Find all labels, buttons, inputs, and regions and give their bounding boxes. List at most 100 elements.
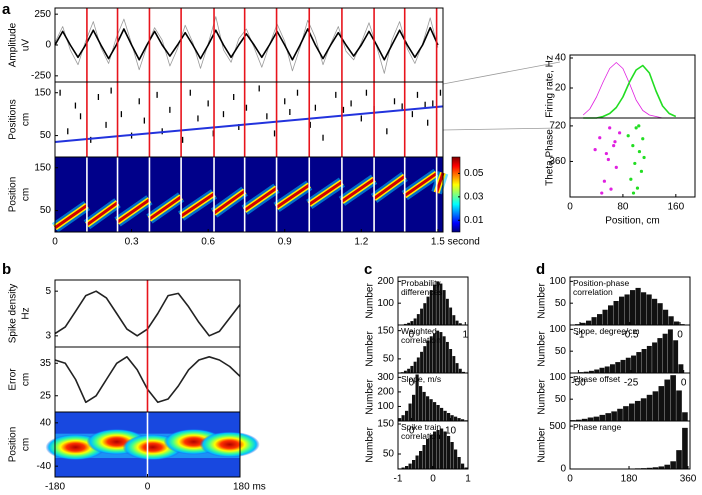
histogram-bar [462,371,466,373]
y-axis-label: cm [21,188,32,201]
histogram-bar [420,308,424,325]
colorbar [451,156,461,233]
histogram-bar [413,361,417,373]
histogram-bar [457,457,461,469]
histogram-bar [422,445,426,469]
heat-band [435,172,445,194]
histogram-bar [619,296,625,325]
x-tick-label: 0.3 [125,237,139,248]
histogram-bar [415,374,419,421]
x-tick-label: 1.2 [354,237,368,248]
histogram-bar [599,414,606,421]
histogram-bar [443,410,447,421]
point [612,144,616,148]
histogram-title: Position-phase correlation [573,278,630,297]
histogram-bar [657,303,663,325]
x-tick-label: -50 [571,378,586,389]
y-axis-label: Number [365,427,376,463]
colorbar-tick-label: 0.03 [464,191,484,202]
y-tick-label: 5 [45,286,51,297]
series-line [583,64,677,119]
histogram-bar [583,371,589,373]
connector [442,61,561,85]
point [634,126,638,130]
histogram-bar [433,333,436,373]
x-tick-label: 0 [681,378,687,389]
y-tick-label: 200 [377,387,394,398]
histogram-bar [445,298,449,325]
point [637,124,641,128]
histogram-bar [426,296,430,325]
x-tick-label: 0.6 [201,237,215,248]
x-tick-label: 1.5 second [431,237,480,248]
y-tick-label: 150 [377,419,394,430]
decoded-line [54,105,444,143]
histogram-bar [449,307,453,325]
y-tick-label: 150 [34,162,51,173]
histogram-bar [422,391,426,421]
x-tick-label: 1 [465,474,471,485]
y-tick-label: 50 [555,298,567,309]
y-axis-label: Position [8,177,19,213]
y-axis-label: Number [365,379,376,415]
histogram-bar [449,349,453,373]
histogram-bar [588,370,594,373]
point [604,151,608,156]
histogram-bar [652,391,659,421]
panel-label: b [2,261,11,278]
histogram-bar [625,357,631,373]
histogram-bar [663,309,669,325]
x-tick-label: -0.5 [621,330,639,341]
histogram-bar [419,451,423,469]
x-tick-label: -180 [45,482,65,493]
y-tick-label: 40 [555,53,567,64]
x-tick-label: -1 [576,330,585,341]
x-tick-label: 0 [409,330,415,341]
histogram-bar [662,333,668,373]
heat-band [116,198,151,224]
y-tick-label: 40 [40,417,52,428]
histogram-bar [415,455,419,469]
heat-band [373,175,406,200]
y-axis-label: Positions [8,99,19,140]
histogram-bar [670,375,676,421]
histogram-bar [658,386,665,421]
x-tick-label: 0 [145,482,151,493]
point [637,149,642,154]
histogram-bar [658,466,665,469]
point [602,179,606,183]
point [600,191,604,195]
histogram-bar [454,449,458,469]
histogram-bar [620,359,626,373]
histogram-bar [587,417,594,421]
y-axis-label: cm [21,373,32,386]
y-tick-label: 0 [45,40,51,51]
x-tick-label: 0.9 [278,237,292,248]
x-tick-label: 0 [409,426,415,437]
x-tick-label: 160 [667,202,684,213]
histogram-bar [615,362,621,373]
x-tick-label: -25 [624,378,639,389]
x-tick-label: 180 ms [233,482,266,493]
histogram-bar [457,418,461,421]
histogram-bar [429,336,433,373]
histogram-bar [586,320,592,325]
histogram-bar [412,394,416,421]
histogram-bar [440,428,444,469]
histogram-bar [429,290,433,325]
histogram-bar [668,316,674,325]
x-tick-label: 1 [463,330,469,341]
x-tick-label: 80 [617,202,629,213]
histogram-bar [408,403,412,421]
y-axis-label: Hz [21,307,32,319]
x-tick-label: 0 [430,474,436,485]
histogram-bar [646,294,652,325]
histogram-bar [597,314,603,325]
point [639,169,644,173]
histogram-bar [436,281,440,325]
histogram-bar [436,330,440,373]
histogram-bar [464,467,468,469]
y-tick-label: 25 [40,390,52,401]
point [633,161,637,166]
panel-label: d [536,261,545,278]
